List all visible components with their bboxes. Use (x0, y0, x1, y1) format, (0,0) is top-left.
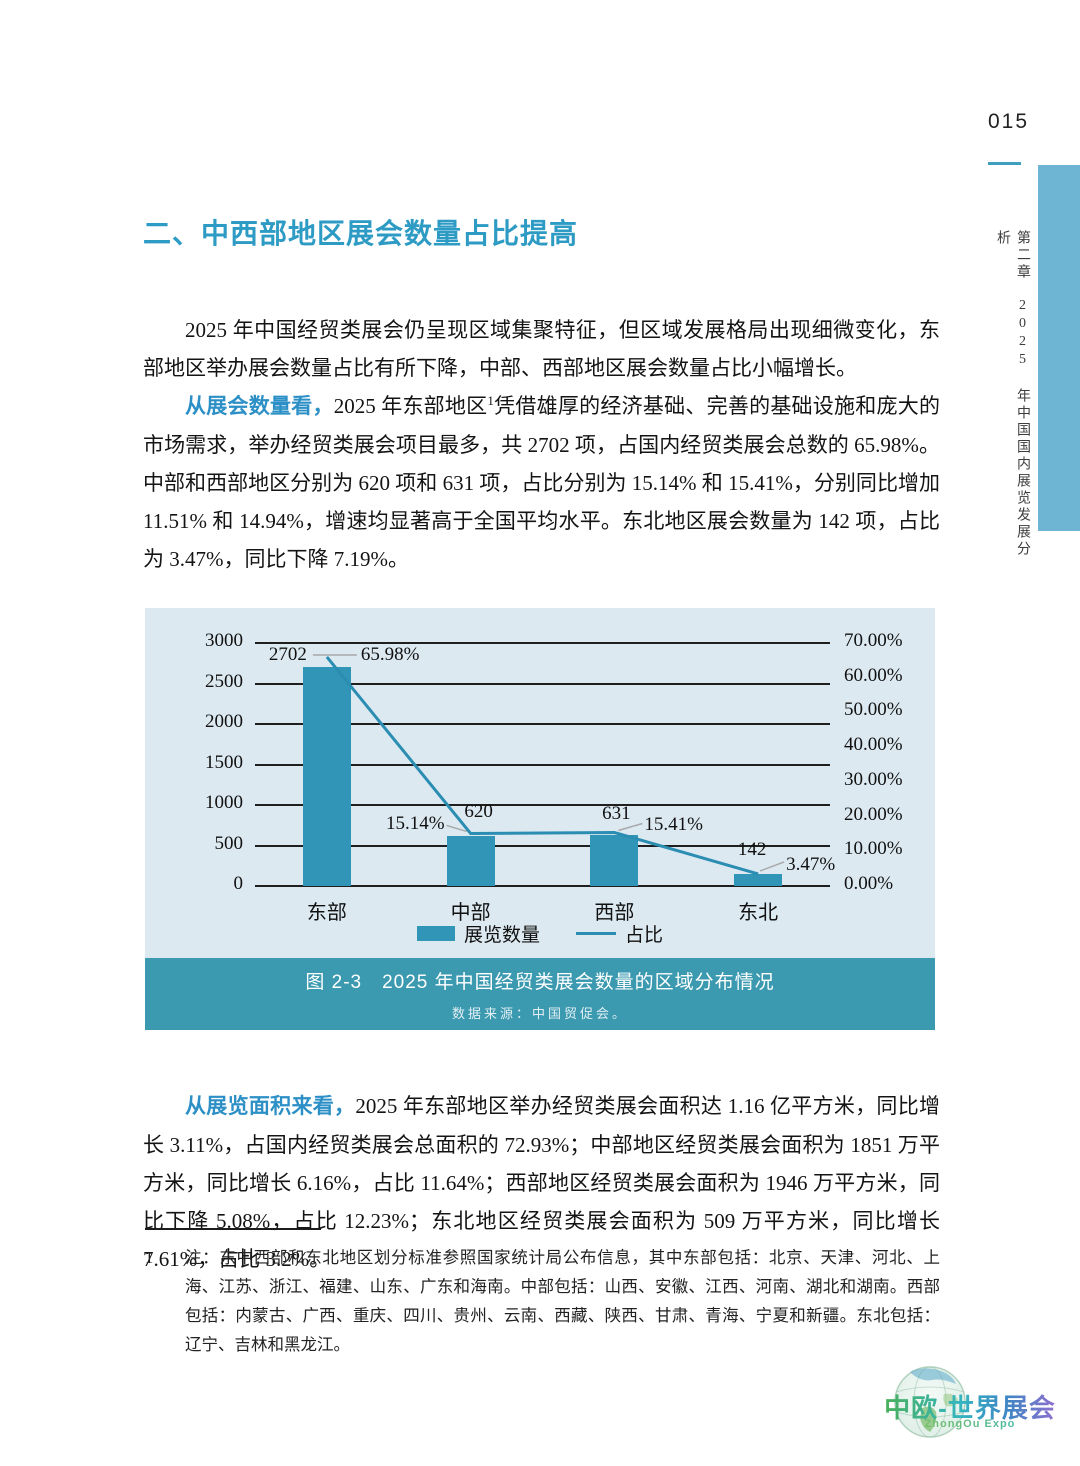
label-leader-line (759, 861, 785, 872)
bar (734, 874, 783, 886)
y2-axis-tick-label: 70.00% (844, 630, 903, 651)
category-label: 西部 (594, 902, 635, 924)
paragraph-lead: 从展会数量看， (185, 395, 334, 418)
footnote-text: 注：东中西部和东北地区划分标准参照国家统计局公布信息，其中东部包括：北京、天津、… (185, 1248, 940, 1354)
chapter-vertical-title: 第二章 2025 年中国国内展览发展分析 (995, 230, 1030, 558)
y2-axis-tick-label: 30.00% (844, 768, 903, 790)
percent-value-label: 3.47% (786, 853, 836, 875)
bar-value-label: 142 (737, 838, 767, 860)
paragraph-text: 凭借雄厚的经济基础、完善的基础设施和庞大的市场需求，举办经贸类展会项目最多，共 … (143, 394, 941, 571)
percent-value-label: 15.14% (386, 813, 445, 835)
figure-2-3: 展览数量 占比 3000 2500 2000 1500 1000 500 0 70.00% 60… (145, 608, 935, 1030)
paragraph-intro: 2025 年中国经贸类展会仍呈现区域集聚特征，但区域发展格局出现细微变化，东部地… (143, 311, 940, 387)
legend-item-bars: 展览数量 (416, 920, 540, 947)
bar (446, 835, 495, 886)
category-label: 中部 (450, 902, 491, 924)
paragraph-lead: 从展览面积来看， (185, 1095, 356, 1118)
chart-legend: 展览数量 占比 (145, 920, 935, 947)
legend-label: 占比 (625, 925, 664, 946)
y2-axis-tick-label: 10.00% (844, 838, 903, 860)
logo-subtitle: ZhongOu Expo (876, 1418, 1064, 1430)
legend-item-line: 占比 (576, 920, 663, 947)
label-leader-line (446, 824, 467, 833)
y-axis-tick-label: 1500 (205, 751, 243, 773)
chart-plot: 展览数量 占比 3000 2500 2000 1500 1000 500 0 70.00% 60… (145, 608, 935, 958)
y2-axis-tick-label: 50.00% (844, 699, 903, 721)
y2-axis-tick-label: 0.00% (844, 873, 894, 894)
y2-axis-tick-label: 60.00% (844, 664, 903, 686)
footnote-separator (145, 1228, 321, 1230)
y2-axis-tick-label: 40.00% (844, 734, 903, 756)
paragraph-text: 2025 年东部地区 (333, 394, 488, 418)
percent-value-label: 65.98% (360, 643, 420, 665)
label-leader-line (618, 822, 643, 832)
category-label: 东部 (306, 902, 347, 924)
y-axis-tick-label: 2000 (205, 711, 243, 732)
paragraph-exhibit-area: 从展览面积来看，2025 年东部地区举办经贸类展会面积达 1.16 亿平方米，同… (143, 1087, 940, 1278)
legend-label: 展览数量 (463, 925, 540, 946)
y-gridline (255, 885, 830, 887)
bar-value-label: 2702 (268, 643, 307, 665)
globe-icon (894, 1366, 966, 1438)
logo-title: 中欧-世界展会 (876, 1388, 1064, 1425)
y-gridline (255, 642, 830, 644)
footnote-marker: 1 (145, 1248, 154, 1267)
y-axis-tick-label: 500 (214, 832, 244, 854)
paragraph-text: 2025 年东部地区举办经贸类展会面积达 1.16 亿平方米，同比增长 3.11… (143, 1094, 941, 1271)
figure-data-source: 数据来源：中国贸促会。 (451, 1005, 628, 1021)
line-legend-swatch (576, 932, 616, 935)
footnote: 1 注：东中西部和东北地区划分标准参照国家统计局公布信息，其中东部包括：北京、天… (145, 1243, 940, 1359)
footnote-reference: 1 (487, 393, 494, 408)
publisher-logo: 中欧-世界展会 ZhongOu Expo (876, 1364, 1064, 1456)
section-heading: 二、中西部地区展会数量占比提高 (143, 218, 579, 249)
chapter-rule (988, 162, 1021, 165)
paragraph-intro-text: 2025 年中国经贸类展会仍呈现区域集聚特征，但区域发展格局出现细微变化，东部地… (143, 318, 940, 380)
page-number: 015 (988, 110, 1030, 133)
y-axis-tick-label: 1000 (205, 792, 243, 813)
bar-value-label: 620 (464, 801, 493, 823)
chapter-sidebar-bar (1038, 165, 1080, 531)
category-label: 东北 (738, 902, 779, 924)
y-axis-tick-label: 2500 (205, 670, 243, 692)
figure-caption-title: 图 2-3 2025 年中国经贸类展会数量的区域分布情况 (305, 971, 775, 993)
figure-caption: 图 2-3 2025 年中国经贸类展会数量的区域分布情况 数据来源：中国贸促会。 (145, 958, 935, 1030)
bar (302, 667, 351, 886)
y2-axis-tick-label: 20.00% (844, 803, 903, 825)
bar (590, 834, 639, 886)
y-axis-tick-label: 3000 (205, 630, 243, 651)
percent-value-label: 15.41% (644, 813, 703, 835)
y-axis-tick-label: 0 (233, 873, 244, 894)
bar-value-label: 631 (602, 802, 631, 824)
bar-legend-swatch (416, 926, 455, 941)
paragraph-exhibit-count: 从展会数量看，2025 年东部地区1凭借雄厚的经济基础、完善的基础设施和庞大的市… (143, 387, 940, 578)
